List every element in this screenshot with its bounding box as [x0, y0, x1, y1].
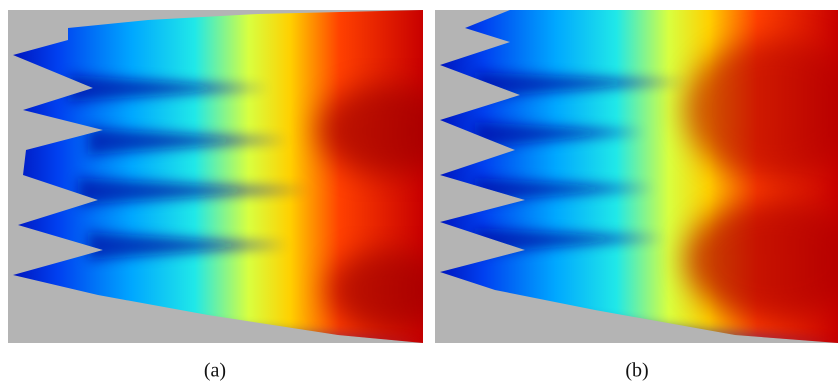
panel-a [8, 10, 423, 343]
heatmap [440, 10, 838, 343]
panel-b [435, 10, 838, 343]
caption: (a) [204, 360, 226, 382]
caption: (b) [625, 360, 648, 382]
